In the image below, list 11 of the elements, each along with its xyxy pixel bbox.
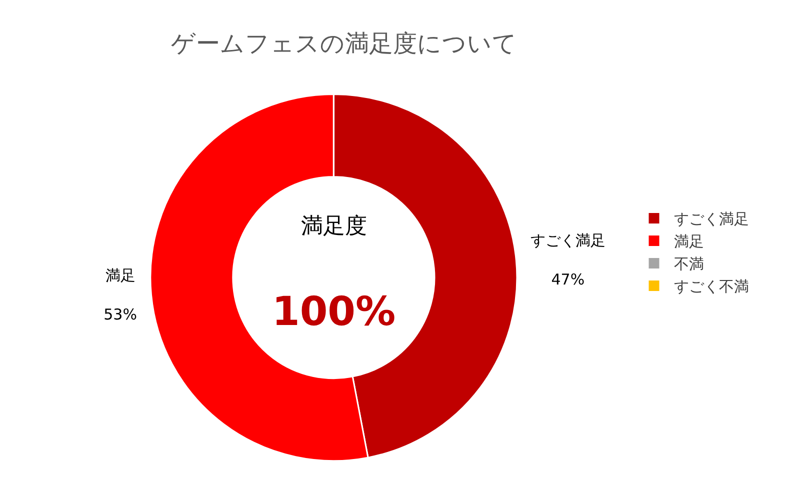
legend-label: 不満 <box>674 255 704 274</box>
legend-label: すごく満足 <box>674 210 749 228</box>
text: 満足度 <box>301 214 367 239</box>
data-label: 47% <box>551 270 585 289</box>
slice-label: すごく満足 <box>530 232 606 250</box>
slice-label: 満足 <box>105 266 136 285</box>
text: 100% <box>272 289 396 335</box>
data-label: 53% <box>104 306 137 324</box>
chart-title: ゲームフェスの満足度について <box>171 29 517 58</box>
legend-label: すごく不満 <box>674 278 749 296</box>
legend-label: 満足 <box>674 232 704 251</box>
